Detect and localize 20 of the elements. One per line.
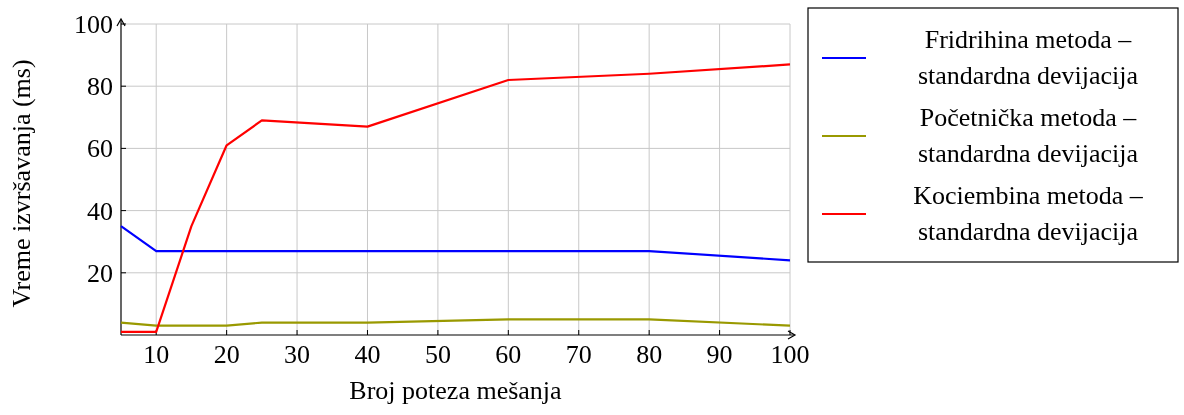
x-tick-label: 70 [565,340,592,369]
x-tick-label: 80 [636,340,663,369]
legend-label: Početnička metoda – standardna devijacija [917,103,1139,168]
y-tick-label: 40 [87,196,113,226]
x-tick-label: 20 [213,340,240,369]
y-axis-title: Vreme izvršavanja (ms) [7,59,36,308]
x-tick-label: 90 [706,340,733,369]
x-tick-label: 50 [424,340,451,369]
x-tick-label: 30 [284,340,311,369]
legend-label: Kociembina metoda – standardna devijacija [913,181,1144,246]
legend-label: Fridrihina metoda – standardna devijacija [917,25,1139,90]
x-tick-label: 10 [143,340,170,369]
x-tick-label: 40 [354,340,381,369]
x-axis-title: Broj poteza mešanja [349,376,563,405]
y-tick-label: 80 [87,72,113,102]
y-tick-label: 100 [74,10,113,39]
x-tick-label: 60 [495,340,522,369]
y-tick-label: 60 [87,134,113,164]
y-tick-label: 20 [87,258,113,288]
x-tick-label: 100 [770,340,810,369]
